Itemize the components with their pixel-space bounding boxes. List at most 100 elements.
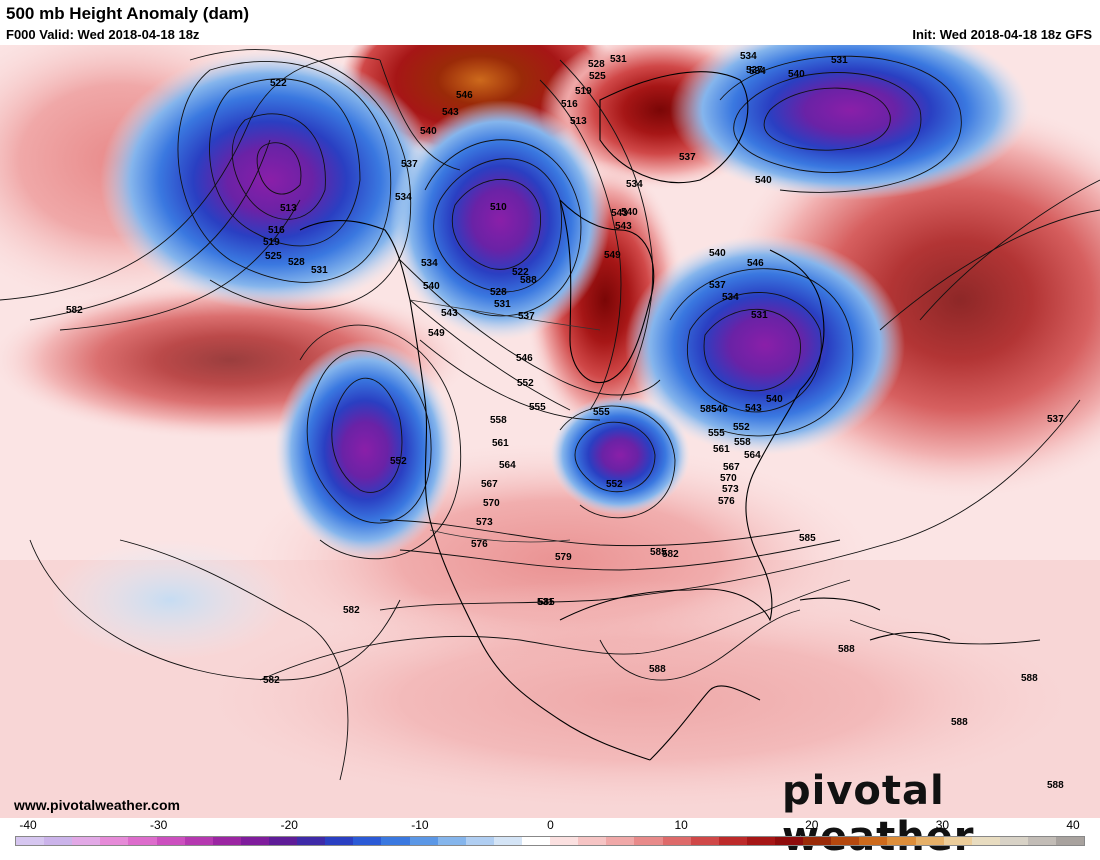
- us-canada-border: [409, 299, 601, 331]
- colorbar-swatch: [268, 837, 298, 845]
- init-time: Init: Wed 2018-04-18 18z GFS: [912, 27, 1092, 42]
- contour-label: 582: [662, 549, 679, 560]
- colorbar-tick-label: -40: [19, 818, 37, 832]
- contour-label: 534: [626, 179, 643, 190]
- contour-label: 531: [537, 597, 554, 608]
- contour-label: 552: [390, 456, 407, 467]
- colorbar-tick-label: 0: [547, 818, 554, 832]
- contour-label: 561: [713, 444, 730, 455]
- contour-label: 531: [610, 54, 627, 65]
- contour-label: 537: [709, 280, 726, 291]
- contour-label: 573: [476, 517, 493, 528]
- anomaly-map: 522 513 516 519 525 528 531 582 534 537 …: [0, 45, 1100, 818]
- contour-label: 534: [395, 192, 412, 203]
- cold-core-gulf-of-alaska: [100, 50, 440, 310]
- colorbar-swatch: [943, 837, 972, 845]
- contour-label: 579: [555, 552, 572, 563]
- contour-label: 528: [288, 257, 305, 268]
- contour-label: 534: [421, 258, 438, 269]
- colorbar-swatch: [803, 837, 832, 845]
- colorbar-swatch: [128, 837, 157, 845]
- contour-label: 510: [490, 202, 507, 213]
- contour-label: 588: [649, 664, 666, 675]
- colorbar-swatch: [1027, 837, 1057, 845]
- contour-label: 552: [606, 479, 623, 490]
- colorbar-swatch: [634, 837, 663, 845]
- contour-label: 546: [747, 258, 764, 269]
- cool-anomaly-subtropical-pacific: [50, 540, 290, 660]
- contour-label: 585: [650, 547, 667, 558]
- contour-label: 570: [720, 473, 737, 484]
- contour-label: 585: [538, 597, 555, 608]
- contour-label: 519: [575, 86, 592, 97]
- contour-label: 534: [722, 292, 739, 303]
- colorbar-swatch: [156, 837, 185, 845]
- contour-label: 531: [311, 265, 328, 276]
- contour-label: 561: [492, 438, 509, 449]
- contour-label: 549: [428, 328, 445, 339]
- contour-label: 534: [749, 66, 766, 77]
- colorbar-swatch: [606, 837, 635, 845]
- colorbar-swatch: [325, 837, 354, 845]
- cold-core-labrador: [625, 235, 905, 455]
- colorbar-swatch: [1056, 837, 1085, 845]
- brand-logo: pivotal weather: [782, 768, 974, 860]
- contour-label: 543: [441, 308, 458, 319]
- central-america-coast: [649, 685, 761, 761]
- contour-label: 576: [718, 496, 735, 507]
- colorbar-tick-label: 30: [935, 818, 950, 832]
- contour-label: 525: [589, 71, 606, 82]
- gulf-atlantic-coast: [559, 249, 825, 622]
- colorbar-swatch: [493, 837, 522, 845]
- contour-label: 564: [744, 450, 761, 461]
- contour-label: 522: [512, 267, 529, 278]
- contour-label: 540: [766, 394, 783, 405]
- contour-label: 558: [734, 437, 751, 448]
- cold-core-midwest: [550, 395, 690, 515]
- colorbar-swatch: [859, 837, 888, 845]
- colorbar-swatch: [381, 837, 410, 845]
- colorbar-swatch: [718, 837, 747, 845]
- colorbar-swatch: [774, 837, 804, 845]
- contour-label: 513: [280, 203, 297, 214]
- colorbar-tick-label: 40: [1066, 818, 1080, 832]
- contour-label: 543: [611, 208, 628, 219]
- contour-label: 516: [561, 99, 578, 110]
- contour-label: 576: [471, 539, 488, 550]
- colorbar-swatch: [746, 837, 775, 845]
- colorbar-swatch: [44, 837, 73, 845]
- colorbar-swatch: [971, 837, 1000, 845]
- colorbar-swatch: [212, 837, 241, 845]
- contour-labels: 522 513 516 519 525 528 531 582 534 537 …: [66, 51, 1064, 791]
- contour-label: 585: [700, 404, 717, 415]
- contour-label: 588: [1021, 673, 1038, 684]
- contour-label: 555: [593, 407, 610, 418]
- colorbar-tick-label: 10: [674, 818, 688, 832]
- colorbar-swatch: [72, 837, 101, 845]
- contour-label: 516: [268, 225, 285, 236]
- contour-label: 582: [343, 605, 360, 616]
- caribbean-islands: [799, 597, 881, 611]
- contour-label: 588: [520, 275, 537, 286]
- site-url[interactable]: www.pivotalweather.com: [14, 797, 180, 813]
- height-contours: [0, 49, 1100, 781]
- contour-label: 558: [490, 415, 507, 426]
- colorbar-swatch: [887, 837, 916, 845]
- colorbar-swatch: [353, 837, 382, 845]
- colorbar-swatch: [184, 837, 213, 845]
- colorbar-swatch: [521, 837, 551, 845]
- contour-label: 555: [529, 402, 546, 413]
- contour-label: 549: [604, 250, 621, 261]
- colorbar-swatch: [409, 837, 438, 845]
- contour-label: 531: [831, 55, 848, 66]
- contour-label: 543: [615, 221, 632, 232]
- map-title: 500 mb Height Anomaly (dam): [6, 4, 250, 23]
- warm-anomaly-gulf: [160, 580, 1100, 818]
- valid-time: F000 Valid: Wed 2018-04-18 18z: [6, 27, 200, 42]
- contour-label: 570: [483, 498, 500, 509]
- cold-core-greenland-east: [670, 45, 1030, 200]
- contour-label: 543: [442, 107, 459, 118]
- contour-label: 567: [723, 462, 740, 473]
- contour-label: 552: [517, 378, 534, 389]
- colorbar-tick-label: -20: [280, 818, 298, 832]
